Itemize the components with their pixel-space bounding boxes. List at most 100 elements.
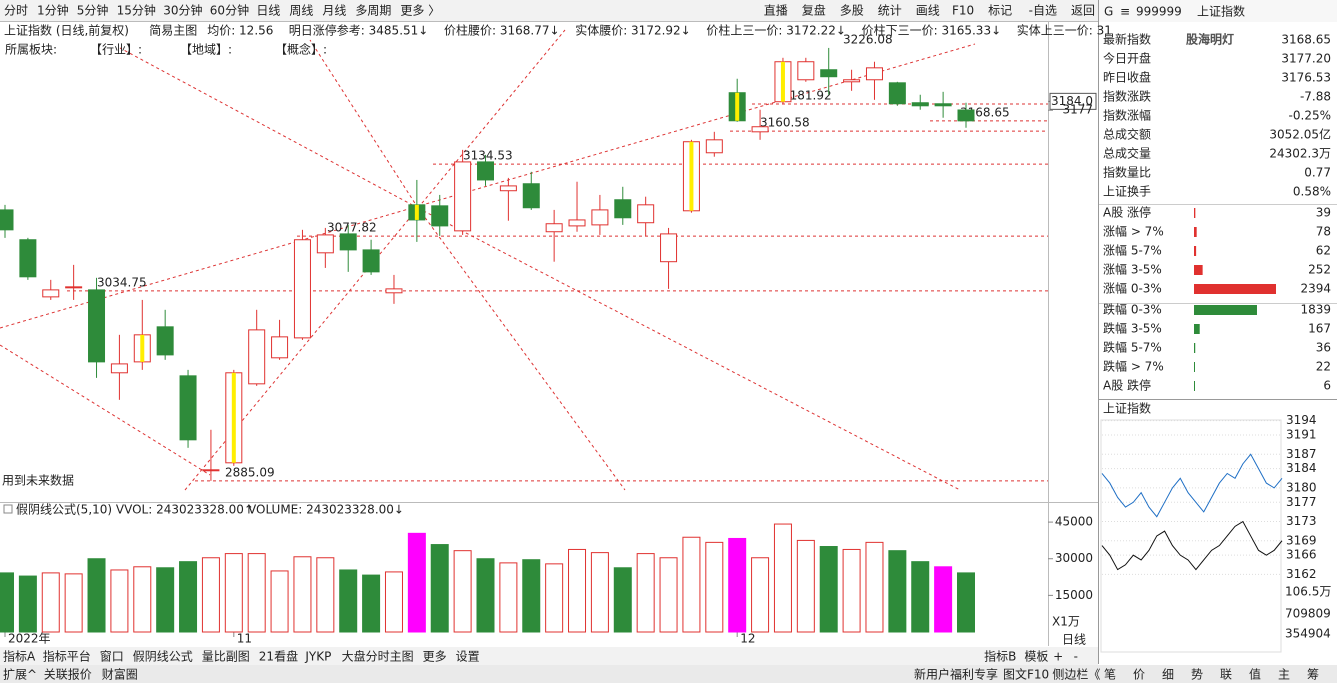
bottom-tab[interactable]: 假阴线公式 <box>133 650 193 664</box>
bottom-tab[interactable]: 窗口 <box>100 650 124 664</box>
candle-body <box>843 79 861 83</box>
sector-label: 【概念】: <box>275 42 327 57</box>
toolbar-button[interactable]: 直播 <box>764 4 788 18</box>
bottom-tab[interactable]: 大盘分时主图 <box>342 649 414 664</box>
toolbar-button[interactable]: 统计 <box>878 4 902 18</box>
side-tab[interactable]: 细 <box>1162 668 1174 682</box>
toolbar-tab[interactable]: 周线 <box>289 4 313 18</box>
side-tab[interactable]: 主 <box>1278 668 1290 682</box>
status-item[interactable]: 图文F10 <box>1003 667 1049 682</box>
candle-body <box>522 183 540 209</box>
info-item: 明日涨停参考: 3485.51↓ <box>289 23 429 38</box>
volume-bar <box>270 570 289 633</box>
note: 用到未来数据 <box>2 473 74 488</box>
bottom-tab[interactable]: - <box>1074 650 1078 664</box>
toolbar-button[interactable]: 画线 <box>916 4 940 18</box>
breadth-value: 62 <box>1316 244 1331 258</box>
bottom-tab[interactable]: 量比副图 <box>202 650 250 664</box>
toolbar-tab[interactable]: 日线 <box>256 4 280 18</box>
menu[interactable]: ≡ <box>1120 5 1130 19</box>
status-item[interactable]: 侧边栏《 <box>1052 667 1100 682</box>
candle-highlight <box>140 334 145 362</box>
volume-bar <box>773 523 792 633</box>
candle-body <box>0 209 14 231</box>
bottom-tab[interactable]: 21看盘 <box>259 649 298 664</box>
side-tab[interactable]: 联 <box>1220 668 1232 682</box>
candle-body <box>385 288 403 294</box>
toolbar-tab[interactable]: 分时 <box>4 4 28 18</box>
bottom-tab[interactable]: + <box>1053 650 1063 664</box>
bottom-tab[interactable]: 指标A <box>3 649 36 664</box>
info-item: 价柱上三一价: 3172.22↓ <box>706 23 846 38</box>
bottom-tab[interactable]: JYKP <box>304 650 331 664</box>
volume-bar <box>865 541 884 633</box>
side-tab[interactable]: 值 <box>1249 667 1261 682</box>
breadth-bar <box>1194 324 1200 334</box>
x-tick-label: 12 <box>740 632 755 646</box>
volume-bar <box>133 566 152 633</box>
mini-tick-label: 3194 <box>1286 413 1317 427</box>
mini-tick-label: 3162 <box>1286 567 1317 581</box>
status-item[interactable]: 财富圈 <box>102 667 138 682</box>
candle-highlight <box>414 204 419 220</box>
toolbar-button[interactable]: 返回 <box>1071 4 1095 18</box>
bottom-tabs <box>0 647 1098 665</box>
row-label: 总成交额 <box>1103 127 1151 142</box>
mini-vol-label: 354904 <box>1285 627 1331 641</box>
sector-label: 【行业】: <box>90 43 142 57</box>
bottom-tab[interactable]: 指标平台 <box>43 649 91 664</box>
toolbar-tab[interactable]: 1分钟 <box>37 3 69 18</box>
side-tab[interactable]: 笔 <box>1104 667 1116 682</box>
candle-body <box>865 67 883 81</box>
toolbar-tab[interactable]: 15分钟 <box>117 3 156 18</box>
breadth-bar <box>1194 265 1203 275</box>
info-item: 实体腰价: 3172.92↓ <box>575 23 691 38</box>
level-label: 3226.08 <box>843 32 893 46</box>
breadth-label: 涨幅 5-7% <box>1103 243 1162 258</box>
toolbar-tab[interactable]: 更多 〉 <box>400 4 440 18</box>
toolbar-tab[interactable]: 60分钟 <box>210 3 249 18</box>
volume-bar <box>568 548 587 633</box>
candle-highlight <box>735 92 740 121</box>
level-label: 3134.53 <box>463 149 513 163</box>
toolbar-button[interactable]: 复盘 <box>802 3 826 18</box>
level-label: 3160.58 <box>760 116 810 130</box>
bottom-tab[interactable]: 模板 <box>1024 650 1048 664</box>
toolbar-tab[interactable]: 多周期 <box>355 4 391 18</box>
volume-bar <box>384 571 403 633</box>
toolbar-tab[interactable]: 5分钟 <box>77 3 109 18</box>
volume-title: VOLUME: 243023328.00↓ <box>248 503 404 517</box>
status-item[interactable]: 扩展^ <box>3 668 37 682</box>
bottom-tab[interactable]: 设置 <box>456 650 480 664</box>
candle-body <box>591 209 609 226</box>
status-item[interactable]: 关联报价 <box>44 667 92 682</box>
candle-body <box>156 326 174 356</box>
bottom-tab[interactable]: 更多 <box>423 650 447 664</box>
side-tab[interactable]: 筹 <box>1307 668 1319 682</box>
status-item[interactable]: 新用户福利专享 <box>914 667 998 682</box>
side-tab[interactable]: 价 <box>1133 668 1145 682</box>
volume-bar <box>247 553 266 633</box>
side-tab[interactable]: 势 <box>1191 668 1203 682</box>
toolbar-button[interactable]: -自选 <box>1029 4 1057 18</box>
info-item: 实体上三一价: 31 <box>1017 23 1112 38</box>
toolbar-button[interactable]: 标记 <box>988 4 1012 18</box>
volume-bar <box>682 536 701 633</box>
candle-highlight <box>689 141 694 211</box>
candle-body <box>499 185 517 192</box>
toolbar-tab[interactable]: 30分钟 <box>163 3 202 18</box>
candle-body <box>339 233 357 251</box>
mini-tick-label: 3191 <box>1286 428 1317 442</box>
bottom-tab[interactable]: 指标B <box>984 649 1016 664</box>
breadth-label: 涨幅 0-3% <box>1103 281 1162 296</box>
volume-bar <box>957 572 975 633</box>
volume-bar <box>339 569 358 633</box>
toolbar-tab[interactable]: 月线 <box>322 4 346 18</box>
candle-body <box>19 239 37 278</box>
volume-bar <box>156 567 175 633</box>
toolbar-button[interactable]: 多股 <box>840 4 864 18</box>
toolbar-button[interactable]: F10 <box>952 4 974 18</box>
row-value: -7.88 <box>1300 90 1331 104</box>
